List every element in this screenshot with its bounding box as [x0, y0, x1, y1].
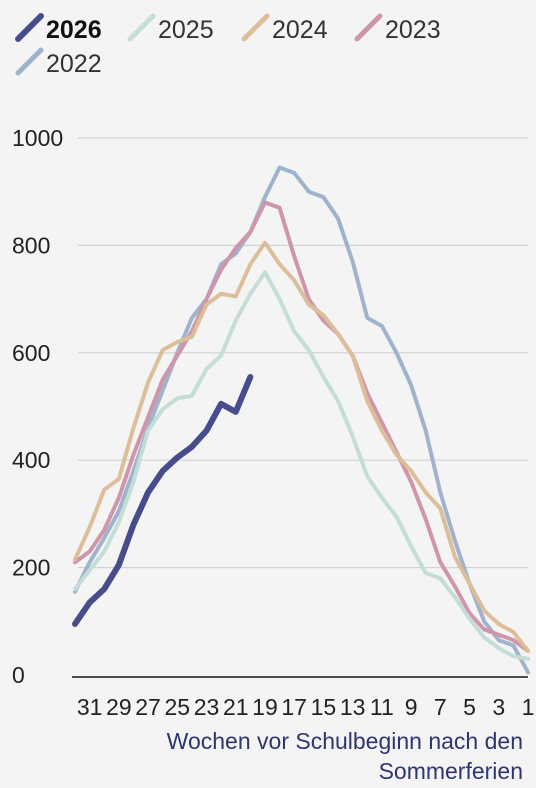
x-tick-label-17: 17	[281, 694, 307, 720]
grid-lines	[78, 137, 528, 569]
x-axis: 31 29 27 25 23 21 19 17 15 13 11 9 7 5 3 1	[72, 676, 535, 720]
x-tick-label-1: 1	[522, 694, 535, 720]
legend-swatch-2025	[127, 13, 156, 42]
legend-swatch-2022	[15, 47, 44, 76]
legend-label-2024: 2024	[272, 16, 328, 44]
x-tick-label-25: 25	[164, 694, 190, 720]
x-tick-label-7: 7	[434, 694, 447, 720]
x-tick-label-13: 13	[340, 694, 366, 720]
series-line-2024	[73, 240, 530, 653]
legend-swatch-2024	[241, 13, 270, 42]
x-tick-label-23: 23	[194, 694, 220, 720]
x-tick-label-15: 15	[311, 694, 337, 720]
y-tick-label-1000: 1000	[12, 125, 63, 151]
series-line-2026	[72, 373, 254, 627]
x-axis-label-line-1: Wochen vor Schulbeginn nach den	[167, 728, 523, 754]
series-lines	[72, 165, 530, 675]
legend-label-2025: 2025	[158, 16, 214, 44]
series-line-2023	[73, 200, 530, 653]
legend-swatch-2023	[354, 13, 383, 42]
x-tick-label-11: 11	[370, 694, 394, 720]
legend-label-2026: 2026	[46, 16, 102, 44]
x-tick-label-21: 21	[223, 694, 249, 720]
y-tick-label-400: 400	[12, 447, 50, 473]
x-tick-label-29: 29	[106, 694, 132, 720]
y-tick-label-600: 600	[12, 340, 50, 366]
legend-label-2022: 2022	[46, 50, 102, 78]
y-axis: 0 200 400 600 800 1000	[12, 125, 63, 688]
x-tick-label-9: 9	[405, 694, 418, 720]
x-tick-label-5: 5	[463, 694, 476, 720]
x-tick-label-3: 3	[492, 694, 505, 720]
y-tick-label-800: 800	[12, 232, 50, 258]
x-axis-label-line-2: Sommerferien	[379, 758, 523, 783]
legend: 2026 2025 2024 2023 2022	[15, 13, 441, 78]
series-line-2022	[73, 165, 530, 675]
y-tick-label-0: 0	[12, 662, 25, 688]
legend-swatch-2026	[15, 13, 44, 42]
x-tick-label-19: 19	[252, 694, 278, 720]
x-tick-label-31: 31	[77, 694, 103, 720]
x-tick-label-27: 27	[135, 694, 161, 720]
series-line-2025	[73, 270, 530, 661]
legend-label-2023: 2023	[385, 16, 441, 44]
y-tick-label-200: 200	[12, 555, 50, 581]
